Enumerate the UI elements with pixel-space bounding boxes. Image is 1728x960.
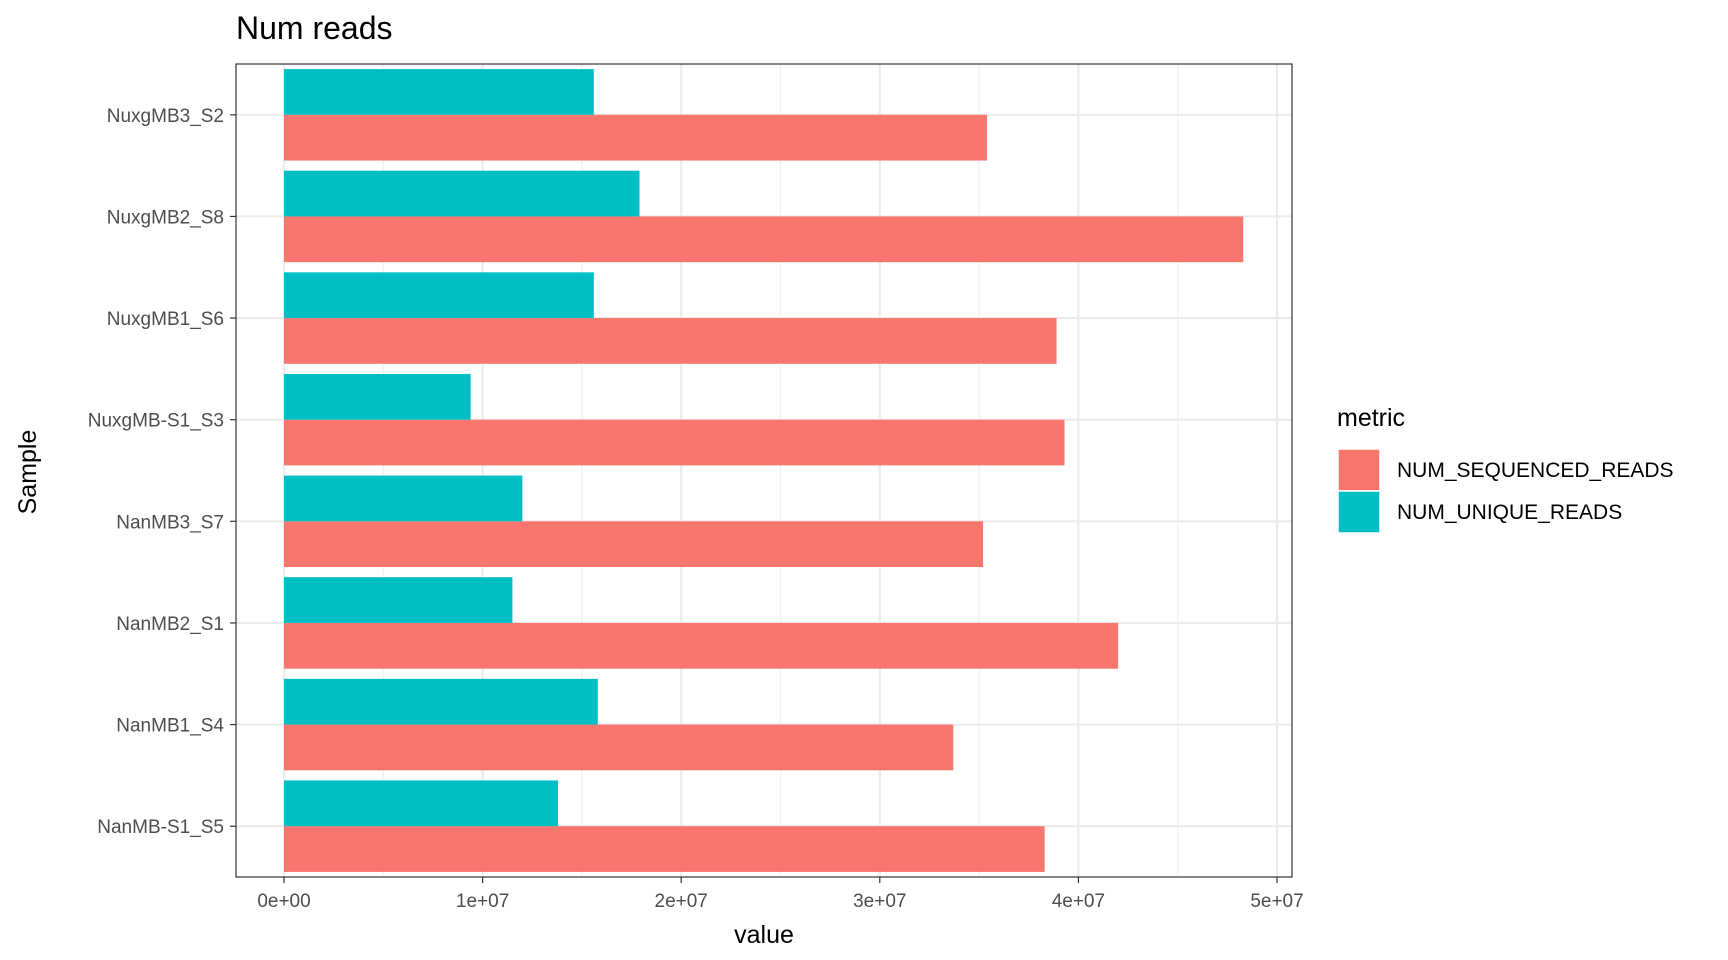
y-tick-label: NuxgMB1_S6 <box>107 309 224 330</box>
legend-key-num-sequenced-reads <box>1337 448 1381 492</box>
legend-key-num-unique-reads <box>1337 490 1381 534</box>
legend-label-num-unique-reads: NUM_UNIQUE_READS <box>1397 501 1622 524</box>
y-tick-label: NanMB2_S1 <box>116 614 224 635</box>
y-tick-label: NuxgMB3_S2 <box>107 106 224 127</box>
bar-num-unique-reads-nanmb-s1-s5 <box>284 780 559 827</box>
bar-num-unique-reads-nuxgmb3-s2 <box>284 69 594 115</box>
x-tick-label: 4e+07 <box>1052 891 1105 912</box>
x-tick-label: 0e+00 <box>257 891 310 912</box>
legend: metric NUM_SEQUENCED_READS NUM_UNIQUE_REA… <box>1337 404 1674 534</box>
bar-num-sequenced-reads-nuxgmb-s1-s3 <box>284 419 1065 466</box>
bar-num-unique-reads-nuxgmb-s1-s3 <box>284 373 471 420</box>
y-tick-label: NanMB-S1_S5 <box>97 817 224 838</box>
bar-num-sequenced-reads-nuxgmb2-s8 <box>284 216 1244 263</box>
y-axis-title: Sample <box>14 430 42 515</box>
y-tick-label: NuxgMB-S1_S3 <box>88 411 224 432</box>
x-tick-label: 5e+07 <box>1250 891 1303 912</box>
bar-num-sequenced-reads-nanmb3-s7 <box>284 521 984 568</box>
bar-num-sequenced-reads-nanmb1-s4 <box>284 724 954 771</box>
x-tick-label: 2e+07 <box>655 891 708 912</box>
bar-num-sequenced-reads-nanmb2-s1 <box>284 622 1119 669</box>
y-tick-label: NuxgMB2_S8 <box>107 207 224 228</box>
bar-num-sequenced-reads-nuxgmb1-s6 <box>284 318 1057 364</box>
legend-title: metric <box>1337 404 1405 432</box>
bar-num-sequenced-reads-nuxgmb3-s2 <box>284 114 988 161</box>
chart-title: Num reads <box>236 10 393 46</box>
x-axis-title: value <box>734 921 794 949</box>
bar-num-unique-reads-nanmb3-s7 <box>284 475 523 522</box>
bar-num-unique-reads-nuxgmb1-s6 <box>284 272 594 319</box>
x-tick-label: 3e+07 <box>853 891 906 912</box>
bar-num-unique-reads-nuxgmb2-s8 <box>284 170 640 217</box>
y-tick-label: NanMB3_S7 <box>116 512 224 533</box>
y-tick-label: NanMB1_S4 <box>116 716 224 737</box>
legend-label-num-sequenced-reads: NUM_SEQUENCED_READS <box>1397 459 1674 482</box>
bar-num-unique-reads-nanmb2-s1 <box>284 577 513 623</box>
bar-num-sequenced-reads-nanmb-s1-s5 <box>284 826 1045 872</box>
bar-num-unique-reads-nanmb1-s4 <box>284 678 598 725</box>
panel-border <box>235 63 1293 878</box>
x-tick-label: 1e+07 <box>456 891 509 912</box>
